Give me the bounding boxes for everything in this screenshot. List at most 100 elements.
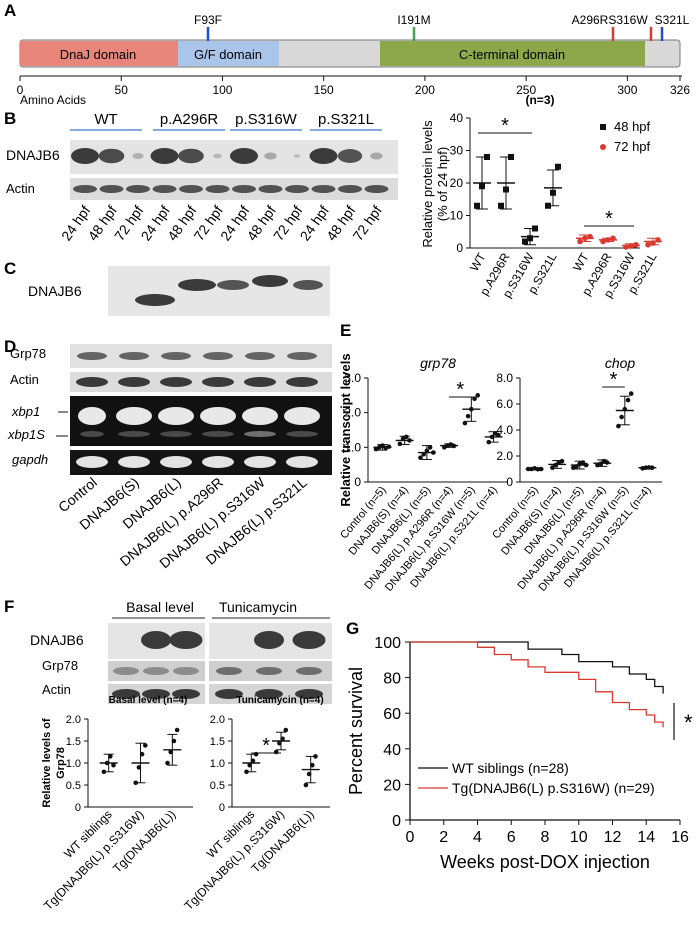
gel-d-band-xbp1 [242, 407, 278, 425]
blot-b-band-dnajb6 [230, 148, 258, 164]
blot-f-row-actin: Actin [42, 682, 71, 697]
chart-g-xtick-label: 10 [570, 829, 588, 846]
chart-ylabel: Grp78 [55, 747, 67, 779]
blot-f-band-dnajb6 [141, 631, 171, 649]
chart-point [407, 438, 412, 443]
chart-point [625, 397, 631, 403]
blot-b-group-label: p.S316W [235, 111, 298, 128]
chart-b-title: (n=3) [525, 93, 554, 107]
chart-point [174, 727, 180, 733]
chart-ytick-label: 6.0 [496, 397, 513, 411]
blot-d-band-actin [160, 377, 192, 387]
blot-d-band-actin [118, 377, 150, 387]
chart-point [303, 782, 309, 788]
blot-c-bands [135, 275, 323, 306]
chart-point [139, 751, 145, 757]
gf-domain-label: G/F domain [194, 47, 262, 62]
blot-b-band-actin [311, 185, 336, 193]
gel-d-band-gapdh [202, 456, 234, 468]
chart-b-point [633, 241, 639, 248]
legend-label-48hpf: 48 hpf [614, 119, 651, 134]
gel-d-band-xbp1s [118, 431, 150, 437]
blot-b-band-dnajb6 [337, 149, 363, 163]
aa-tick-label: 250 [516, 83, 536, 97]
chart-ylabel: Relative transcript levels [338, 353, 353, 506]
chart-b-point [650, 240, 656, 246]
aa-tick-label: 300 [617, 83, 637, 97]
blot-b-band-dnajb6 [71, 148, 99, 164]
variant-label-a296r: A296R [572, 13, 609, 27]
chart-ytick-label: 1.5 [66, 736, 81, 748]
aa-axis-label: Amino Acids [20, 93, 86, 107]
blot-b-band-actin [152, 185, 177, 193]
panel-f-blots: Basal level Tunicamycin DNAJB6 Grp78 Act… [30, 599, 332, 704]
chart-ytick-label: 2.0 [344, 406, 361, 420]
chart-point [424, 448, 430, 454]
chart-g-xtick-label: 12 [604, 829, 622, 846]
blot-c-band [135, 294, 175, 306]
chart-b-point [545, 202, 551, 209]
blot-b-group-label: p.S321L [318, 111, 374, 128]
chart-point [538, 466, 544, 472]
blot-f-band-actin [112, 689, 140, 699]
chart-point [397, 441, 403, 447]
blot-b-band-dnajb6 [98, 148, 125, 164]
gel-d-band-gapdh [244, 456, 276, 468]
panel-b-blots: WT p.A296R p.S316W p.S321L DNAJB6 Actin 24 … [6, 111, 398, 244]
chart-ytick-label: 0.5 [66, 780, 81, 792]
chart-point [451, 443, 457, 449]
panel-label-a: A [4, 1, 16, 20]
blot-d-row-xbp1s: xbp1S [7, 427, 45, 442]
chart-ytick-label: 2.0 [210, 714, 225, 726]
chart-point [283, 727, 289, 733]
blot-d-band-grp78 [77, 352, 107, 360]
chart-b-point [605, 237, 611, 243]
chart-ytick-label: 0 [354, 475, 361, 489]
chart-b-xtick-label: WT [570, 250, 592, 274]
chart-ytick-label: 0.5 [210, 780, 225, 792]
chart-ytick-label: 0 [506, 475, 513, 489]
chart-g-series-line [410, 641, 664, 728]
cterminal-domain [380, 41, 645, 66]
blot-b-band-dnajb6 [293, 154, 301, 158]
chart-b-point [577, 238, 583, 245]
blot-f-band-actin [215, 689, 243, 699]
chart-b-point [550, 189, 556, 196]
blot-row-dnajb6: DNAJB6 [6, 147, 60, 163]
gel-d-band-xbp1s [286, 431, 318, 437]
blot-d-band-actin [202, 377, 234, 387]
cterminal-domain-label: C-terminal domain [459, 47, 565, 62]
blot-d-band-grp78 [245, 352, 275, 360]
chart-point [418, 455, 423, 461]
chart-g-xlabel: Weeks post-DOX injection [440, 852, 650, 872]
chart-b-quantification: (n=3) Relative protein levels (% of 24 h… [420, 93, 662, 300]
blot-d-band-actin [76, 377, 108, 387]
blot-f-band-grp78 [173, 667, 199, 675]
blot-b-band-dnajb6 [213, 153, 222, 159]
gel-d-band-xbp1s [80, 431, 104, 437]
legend-marker-48hpf [600, 124, 606, 130]
blot-f-header-basal: Basal level [126, 599, 194, 615]
chart-point [550, 465, 555, 471]
gel-d-band-gapdh [286, 456, 318, 468]
chart-point [628, 391, 634, 396]
aa-tick-label: 200 [415, 83, 435, 97]
blot-f-row-dnajb6: DNAJB6 [30, 632, 84, 648]
chart-b-ytick-label: 30 [450, 144, 464, 158]
panel-label-c: C [4, 259, 16, 278]
blot-b-band-actin [338, 185, 362, 193]
chart-title: Basal level (n=4) [109, 695, 188, 706]
gel-d-band-gapdh [76, 456, 108, 468]
blot-b-band-dnajb6 [178, 148, 204, 164]
chart-point [598, 461, 603, 467]
blot-d-row-gapdh: gapdh [12, 452, 48, 467]
chart-point [309, 762, 315, 768]
chart-sig-star: * [262, 735, 270, 757]
legend-label-wt: WT siblings (n=28) [452, 760, 569, 776]
chart-g-ytick-label: 20 [383, 777, 401, 794]
chart-point [427, 445, 433, 450]
chart-point [622, 406, 628, 412]
chart-point [574, 464, 579, 469]
